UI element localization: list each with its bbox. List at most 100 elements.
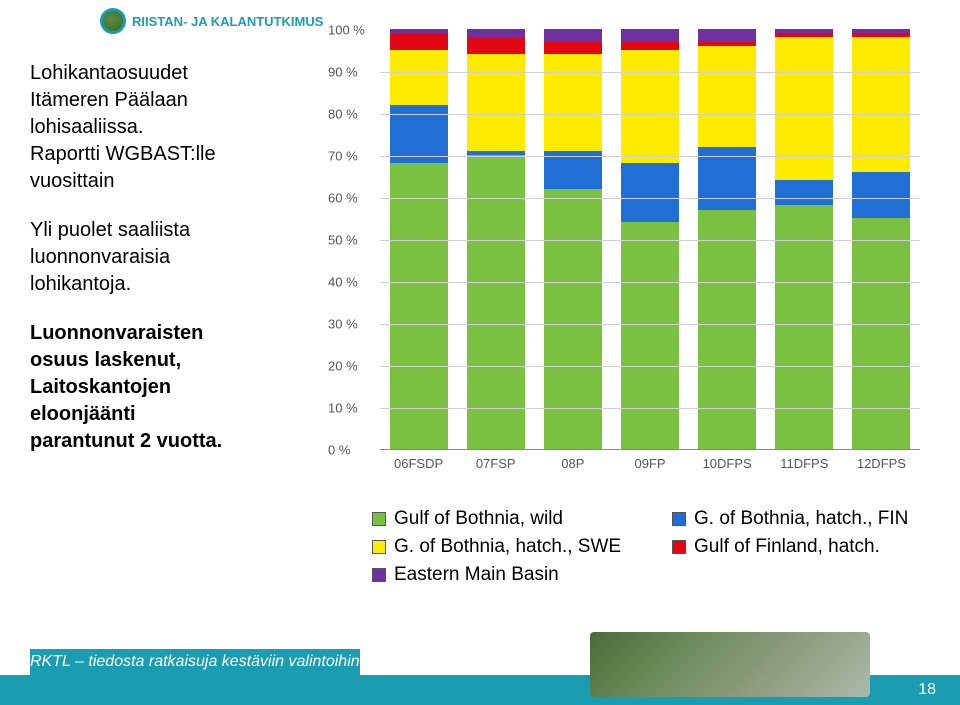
legend-swatch: [372, 568, 386, 582]
paragraph-1: Lohikantaosuudet Itämeren Päälaan lohisa…: [30, 60, 300, 195]
text-column: Lohikantaosuudet Itämeren Päälaan lohisa…: [30, 60, 300, 477]
chart-legend: Gulf of Bothnia, wild G. of Bothnia, hatc…: [372, 508, 932, 592]
line: Luonnonvaraisten: [30, 320, 300, 347]
gridline: [380, 72, 920, 73]
y-tick-label: 10 %: [328, 401, 358, 416]
gridline: [380, 114, 920, 115]
gridline: [380, 366, 920, 367]
y-tick-label: 90 %: [328, 65, 358, 80]
line: vuosittain: [30, 168, 300, 195]
stacked-bar-chart: 0 % 10 % 20 % 30 % 40 % 50 % 60 % 70 % 80 % 90 % 1…: [310, 20, 940, 500]
bar-segment: [775, 37, 833, 180]
x-tick-label: 08P: [561, 456, 584, 471]
legend-label: Gulf of Bothnia, wild: [394, 508, 563, 530]
bar: [852, 29, 910, 449]
bar-segment: [621, 29, 679, 42]
bar-segment: [698, 46, 756, 147]
legend-row: Eastern Main Basin: [372, 564, 932, 586]
y-tick-label: 70 %: [328, 149, 358, 164]
bar: [390, 29, 448, 449]
bar: [544, 29, 602, 449]
y-tick-label: 60 %: [328, 191, 358, 206]
x-tick-label: 09FP: [634, 456, 665, 471]
legend-label: G. of Bothnia, hatch., FIN: [694, 508, 908, 530]
bar: [698, 29, 756, 449]
logo: RIISTAN- JA KALANTUTKIMUS: [100, 8, 323, 34]
bar-segment: [544, 189, 602, 449]
y-tick-label: 30 %: [328, 317, 358, 332]
y-tick-label: 20 %: [328, 359, 358, 374]
legend-swatch: [372, 512, 386, 526]
logo-icon: [100, 8, 126, 34]
gridline: [380, 282, 920, 283]
line: luonnonvaraisia: [30, 244, 300, 271]
line: parantunut 2 vuotta.: [30, 428, 300, 455]
bar-segment: [698, 29, 756, 42]
bar-segment: [775, 205, 833, 449]
bar-segment: [390, 163, 448, 449]
bar-segment: [621, 222, 679, 449]
x-tick-label: 11DFPS: [780, 456, 828, 471]
legend-swatch: [672, 512, 686, 526]
line: Laitoskantojen: [30, 374, 300, 401]
legend-item: Gulf of Bothnia, wild: [372, 508, 632, 530]
bar-segment: [775, 180, 833, 205]
bar-segment: [621, 50, 679, 163]
bar-segment: [852, 37, 910, 171]
page-number: 18: [918, 681, 936, 699]
bar-segment: [390, 33, 448, 50]
legend-row: G. of Bothnia, hatch., SWE Gulf of Finlan…: [372, 536, 932, 558]
paragraph-3: Luonnonvaraisten osuus laskenut, Laitosk…: [30, 320, 300, 455]
gridline: [380, 156, 920, 157]
legend-swatch: [372, 540, 386, 554]
y-tick-label: 80 %: [328, 107, 358, 122]
legend-label: Eastern Main Basin: [394, 564, 559, 586]
legend-item: Gulf of Finland, hatch.: [672, 536, 932, 558]
bar-segment: [698, 210, 756, 449]
bar-segment: [467, 29, 525, 37]
line: Yli puolet saaliista: [30, 217, 300, 244]
bar-segment: [467, 54, 525, 151]
line: lohikantoja.: [30, 271, 300, 298]
bar-segment: [390, 50, 448, 105]
footer-text: RKTL – tiedosta ratkaisuja kestäviin val…: [30, 649, 360, 675]
bar-segment: [852, 172, 910, 218]
bar: [621, 29, 679, 449]
gridline: [380, 240, 920, 241]
legend-item: G. of Bothnia, hatch., SWE: [372, 536, 632, 558]
legend-label: Gulf of Finland, hatch.: [694, 536, 880, 558]
line: lohisaaliissa.: [30, 114, 300, 141]
bar-segment: [467, 37, 525, 54]
line: osuus laskenut,: [30, 347, 300, 374]
line: Itämeren Päälaan: [30, 87, 300, 114]
x-tick-label: 12DFPS: [857, 456, 906, 471]
legend-item: Eastern Main Basin: [372, 564, 632, 586]
bar-segment: [852, 218, 910, 449]
line: Lohikantaosuudet: [30, 60, 300, 87]
footer-image: [590, 632, 870, 697]
bar: [467, 29, 525, 449]
bar-segment: [621, 42, 679, 50]
line: eloonjäänti: [30, 401, 300, 428]
bar-segment: [621, 163, 679, 222]
y-tick-label: 0 %: [328, 443, 350, 458]
bar-segment: [544, 54, 602, 151]
y-tick-label: 100 %: [328, 23, 365, 38]
gridline: [380, 198, 920, 199]
y-tick-label: 40 %: [328, 275, 358, 290]
line: Raportti WGBAST:lle: [30, 141, 300, 168]
y-tick-label: 50 %: [328, 233, 358, 248]
bar-segment: [544, 42, 602, 55]
legend-label: G. of Bothnia, hatch., SWE: [394, 536, 621, 558]
legend-swatch: [672, 540, 686, 554]
bar-segment: [467, 155, 525, 449]
x-tick-label: 07FSP: [476, 456, 516, 471]
logo-text: RIISTAN- JA KALANTUTKIMUS: [132, 14, 323, 29]
x-tick-label: 06FSDP: [394, 456, 443, 471]
bar: [775, 29, 833, 449]
x-tick-label: 10DFPS: [703, 456, 752, 471]
bar-segment: [544, 29, 602, 42]
gridline: [380, 324, 920, 325]
paragraph-2: Yli puolet saaliista luonnonvaraisia loh…: [30, 217, 300, 298]
legend-row: Gulf of Bothnia, wild G. of Bothnia, hatc…: [372, 508, 932, 530]
